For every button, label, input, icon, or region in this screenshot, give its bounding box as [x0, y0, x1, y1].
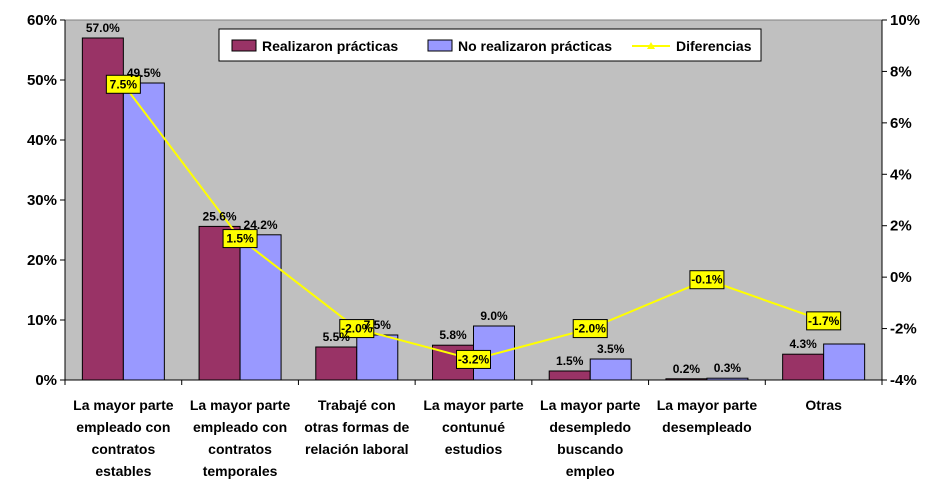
- category-label-line: contratos: [208, 441, 272, 457]
- legend-label-diferencias: Diferencias: [676, 38, 752, 54]
- category-label-5: La mayor parte desempleado: [657, 397, 758, 435]
- category-label-line: desempleado: [662, 419, 751, 435]
- diferencias-label-1: 1.5%: [226, 232, 254, 246]
- labels-layer: 57.0% 49.5% 25.6% 24.2% 5.5% 7.5% 5.8% 9.0% 1.5%…: [86, 21, 817, 376]
- legend-swatch-realizaron: [231, 39, 257, 52]
- legend-box: [218, 28, 762, 62]
- diferencias-label-box-2: [339, 319, 375, 339]
- category-label-line: La mayor parte: [423, 397, 524, 413]
- category-label-6: Otras: [805, 397, 842, 413]
- bar-realizaron-1: [198, 225, 241, 381]
- bar-label-realizaron-3: 5.8%: [439, 328, 467, 342]
- bar-label-realizaron-5: 0.2%: [673, 362, 701, 376]
- y-left-tick-label: 0%: [35, 372, 57, 389]
- y-right-tick-label: -2%: [890, 321, 917, 338]
- bar-label-no-realizaron-4: 3.5%: [597, 342, 625, 356]
- bar-realizaron-2: [315, 346, 358, 381]
- diferencias-label-3: -3.2%: [458, 352, 490, 366]
- y-left-tick-label: 30%: [27, 192, 57, 209]
- category-label-line: otras formas de: [304, 419, 409, 435]
- diferencias-label-box-6: [806, 311, 842, 331]
- bar-label-no-realizaron-2: 7.5%: [364, 318, 392, 332]
- category-label-line: contratos: [91, 441, 155, 457]
- y-right-tick-label: 2%: [890, 218, 912, 235]
- category-label-3: La mayor parte contunué estudios: [423, 397, 524, 457]
- diferencias-label-box-1: [222, 229, 258, 249]
- bar-no-realizaron-4: [589, 358, 632, 381]
- category-label-2: Trabajé con otras formas de relación labor…: [304, 397, 409, 457]
- bar-label-realizaron-1: 25.6%: [203, 209, 237, 223]
- category-label-line: buscando: [557, 441, 623, 457]
- bar-label-realizaron-4: 1.5%: [556, 354, 584, 368]
- diferencias-label-4: -2.0%: [575, 322, 607, 336]
- category-label-line: La mayor parte: [73, 397, 174, 413]
- bar-label-no-realizaron-3: 9.0%: [480, 309, 508, 323]
- y-left-tick-label: 20%: [27, 252, 57, 269]
- axes-layer: 0% 10% 20% 30% 40% 50% 60% -4% -2% 0% 2% 4% 6% 8% 10% L…: [27, 12, 920, 479]
- category-label-line: La mayor parte: [657, 397, 758, 413]
- y-right-tick-label: 10%: [890, 12, 920, 29]
- y-left-tick-label: 50%: [27, 72, 57, 89]
- bar-realizaron-4: [548, 370, 591, 381]
- category-label-0: La mayor parte empleado con contratos estab…: [73, 397, 174, 479]
- category-label-line: estables: [95, 463, 151, 479]
- y-left-tick-label: 40%: [27, 132, 57, 149]
- bar-realizaron-6: [782, 353, 825, 381]
- y-right-tick-label: 4%: [890, 166, 912, 183]
- legend-swatch-no-realizaron: [427, 39, 453, 52]
- y-left-tick-label: 10%: [27, 312, 57, 329]
- diferencias-label-2: -2.0%: [341, 322, 373, 336]
- y-right-tick-label: 0%: [890, 269, 912, 286]
- category-label-line: relación laboral: [305, 441, 408, 457]
- y-right-tick-label: 8%: [890, 63, 912, 80]
- category-label-line: empleado con: [76, 419, 170, 435]
- bar-realizaron-0: [81, 37, 124, 381]
- bars-layer: [81, 37, 866, 381]
- y-right-tick-label: -4%: [890, 372, 917, 389]
- y-left-tick-label: 60%: [27, 12, 57, 29]
- y-right-tick-label: 6%: [890, 115, 912, 132]
- diferencias-label-box-5: [689, 270, 725, 290]
- diferencias-label-0: 7.5%: [110, 77, 138, 91]
- diferencias-label-box-3: [456, 349, 491, 369]
- category-label-4: La mayor parte desempledo buscando empleo: [540, 397, 641, 479]
- category-label-line: empleo: [566, 463, 615, 479]
- bar-no-realizaron-2: [356, 334, 399, 381]
- diferencias-label-box-0: [105, 74, 141, 94]
- bar-no-realizaron-6: [823, 343, 866, 381]
- category-label-line: estudios: [445, 441, 503, 457]
- bar-label-no-realizaron-5: 0.3%: [714, 361, 742, 375]
- category-label-1: La mayor parte empleado con contratos tempo…: [190, 397, 291, 479]
- category-label-line: temporales: [203, 463, 278, 479]
- bar-label-realizaron-0: 57.0%: [86, 21, 120, 35]
- category-label-line: empleado con: [193, 419, 287, 435]
- diferencias-label-5: -0.1%: [691, 273, 723, 287]
- legend-label-no-realizaron: No realizaron prácticas: [458, 38, 612, 54]
- diferencias-label-6: -1.7%: [808, 314, 840, 328]
- category-label-line: desempledo: [549, 419, 631, 435]
- category-label-line: contunué: [442, 419, 505, 435]
- line-layer: 7.5% 1.5% -2.0% -3.2% -2.0% -0.1% -1.7%: [105, 74, 842, 369]
- legend-label-realizaron: Realizaron prácticas: [262, 38, 398, 54]
- bar-label-realizaron-2: 5.5%: [323, 330, 351, 344]
- bar-label-no-realizaron-0: 49.5%: [127, 66, 161, 80]
- legend: Realizaron prácticas No realizaron prácti…: [218, 28, 762, 62]
- bar-label-realizaron-6: 4.3%: [789, 337, 817, 351]
- diferencias-label-box-4: [572, 319, 608, 339]
- category-label-line: La mayor parte: [540, 397, 641, 413]
- legend-marker-diferencias: [647, 42, 655, 49]
- category-label-line: La mayor parte: [190, 397, 291, 413]
- bar-label-no-realizaron-1: 24.2%: [244, 218, 278, 232]
- bar-no-realizaron-0: [122, 82, 165, 381]
- bar-no-realizaron-1: [239, 234, 282, 381]
- category-label-line: Trabajé con: [318, 397, 396, 413]
- category-label-line: Otras: [805, 397, 842, 413]
